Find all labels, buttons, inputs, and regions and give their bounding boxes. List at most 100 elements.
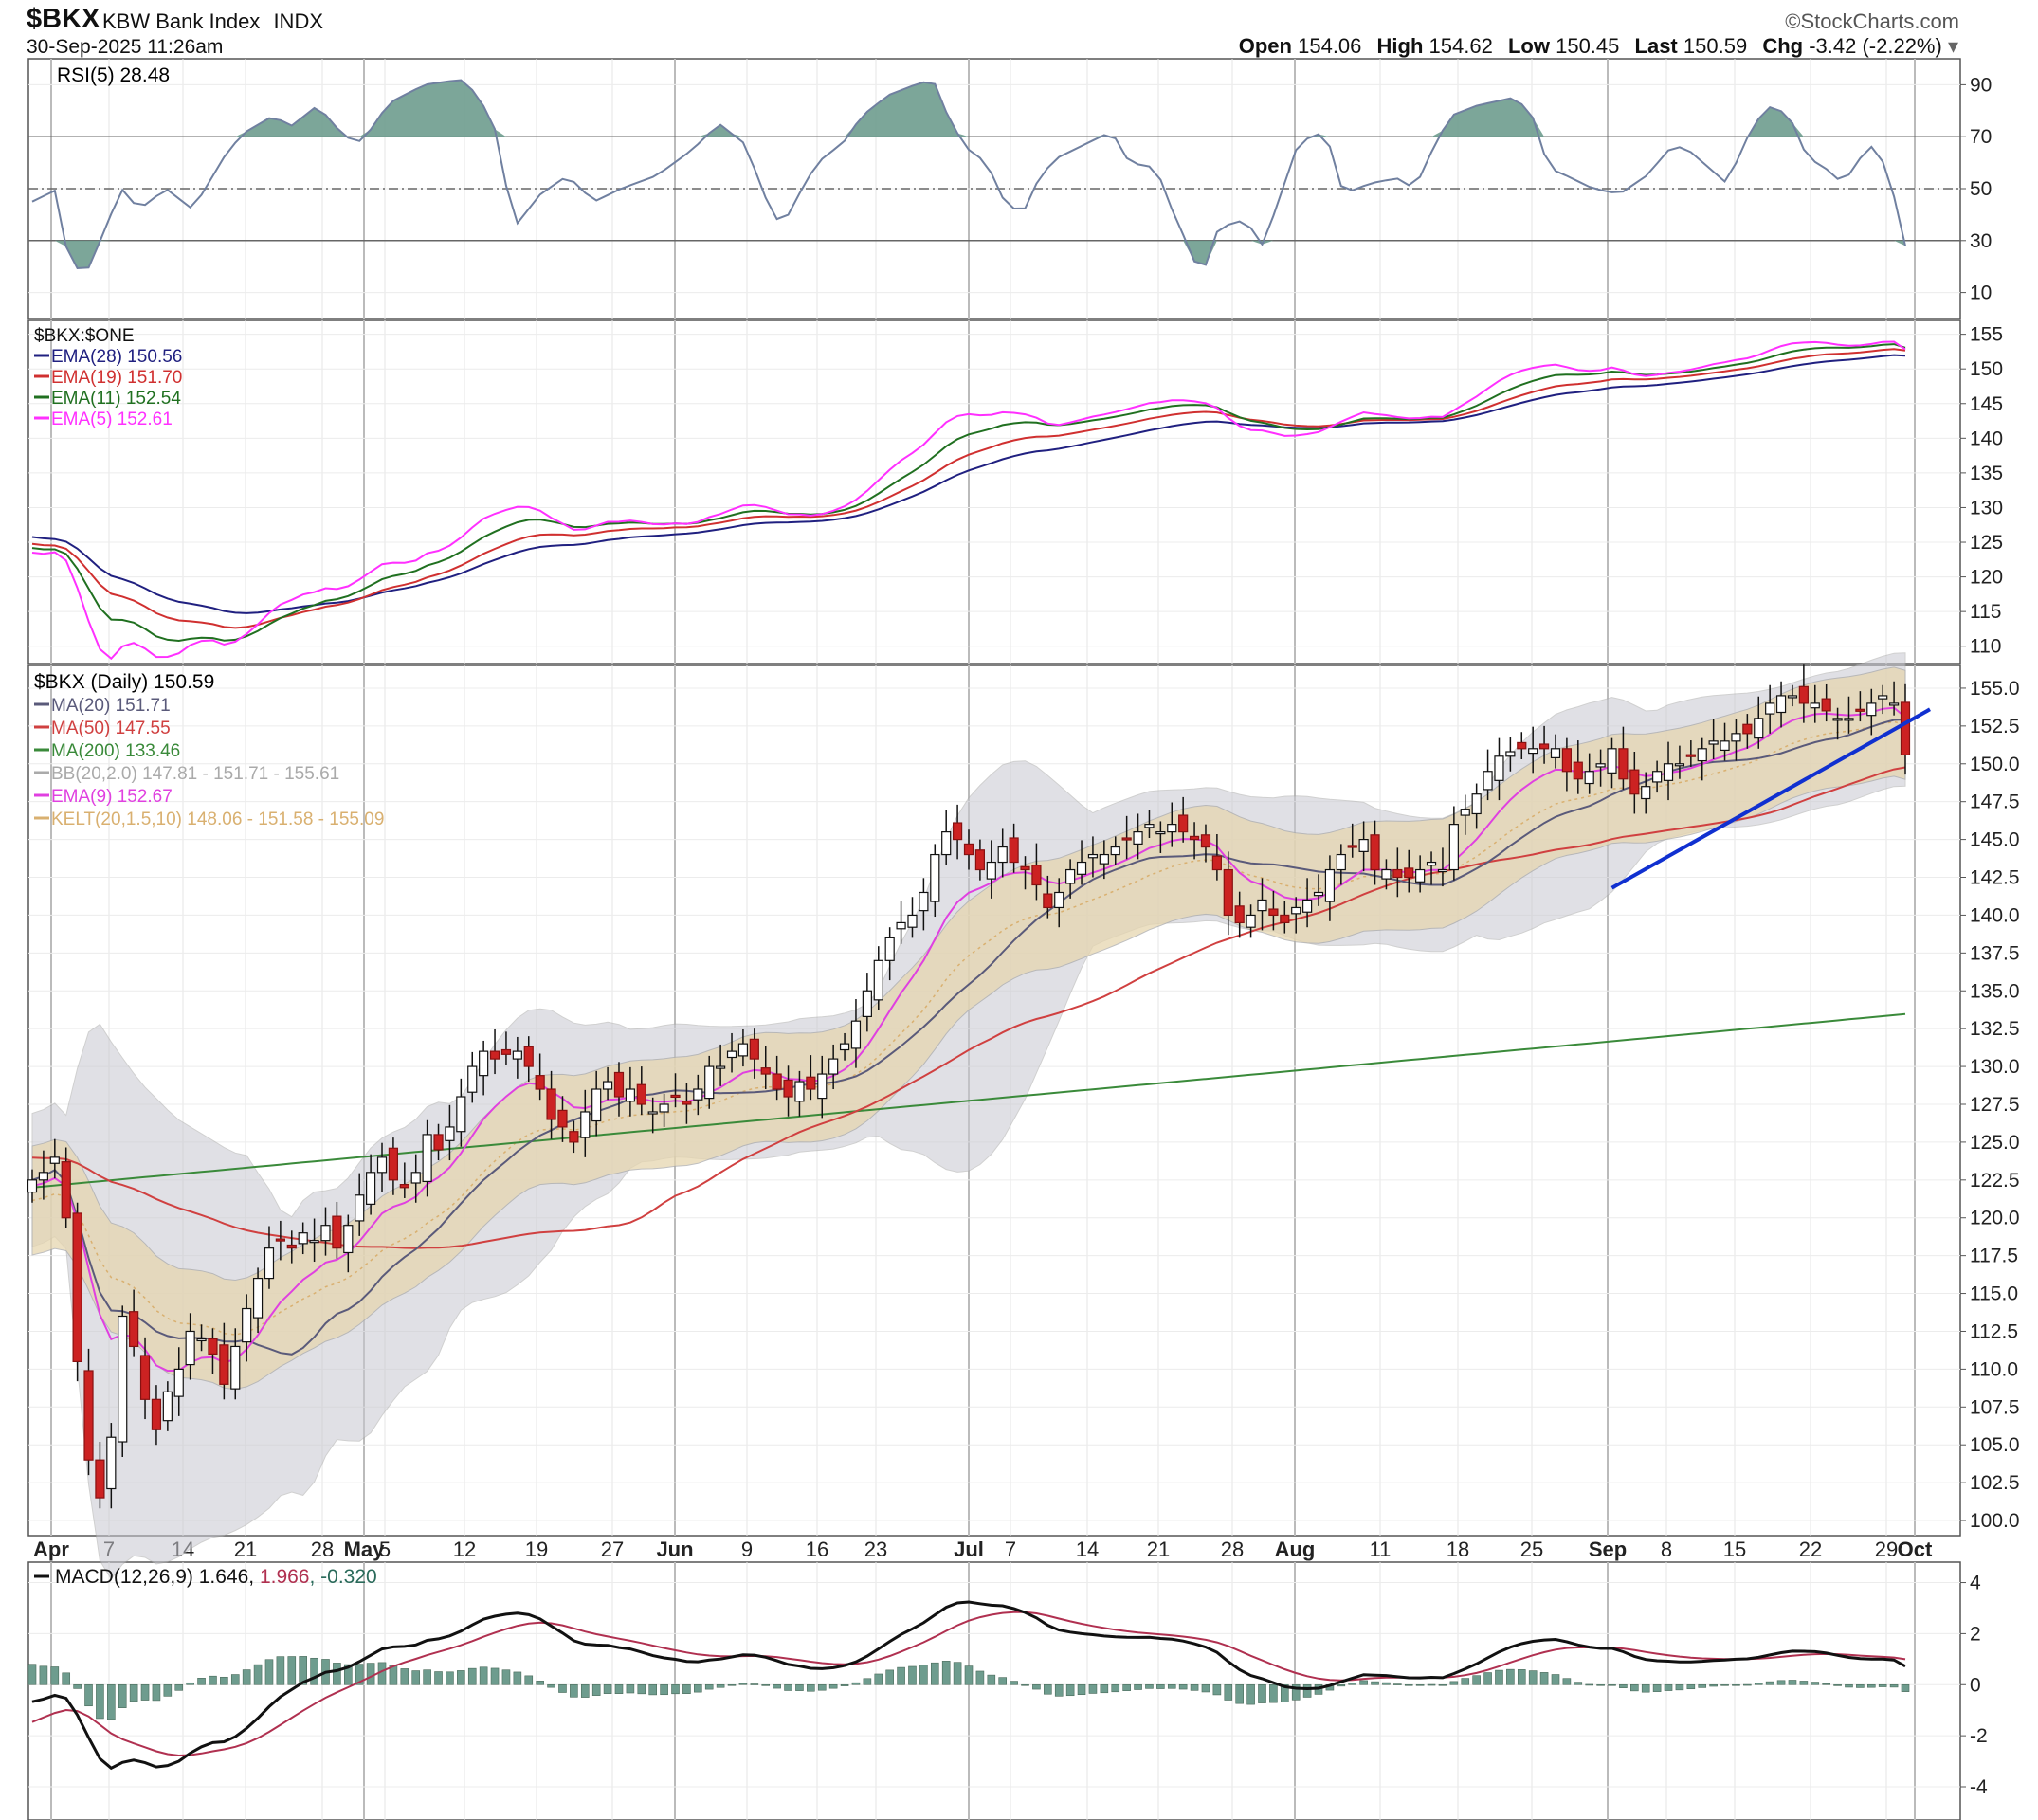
candle-up <box>941 831 952 856</box>
trendline <box>1610 707 1931 890</box>
macd-hist-bar <box>987 1674 996 1685</box>
candle-down <box>1392 868 1403 879</box>
price-legend-text: EMA(9) 152.67 <box>51 787 173 807</box>
macd-legend: MACD(12,26,9) 1.646, 1.966, -0.320 <box>55 1566 377 1588</box>
macd-hist-bar <box>1212 1684 1222 1696</box>
datetime-label: 30-Sep-2025 11:26am <box>27 36 224 58</box>
candle-up <box>1787 695 1798 699</box>
index-name-text: KBW Bank Index <box>102 9 261 33</box>
macd-hist-bar <box>795 1684 804 1691</box>
candle-down <box>332 1215 342 1249</box>
candle-down <box>1900 701 1911 755</box>
candle-up <box>467 1065 478 1093</box>
macd-hist-bar <box>276 1656 285 1685</box>
candle-up <box>1483 771 1493 791</box>
candle-up <box>1708 740 1719 745</box>
candle-down <box>1517 741 1527 750</box>
macd-hist-bar <box>919 1665 928 1685</box>
candle-down <box>1538 743 1550 750</box>
candle-down <box>151 1398 162 1430</box>
chg-dropdown-icon[interactable]: ▾ <box>1947 34 1958 58</box>
candle-down <box>613 1071 625 1098</box>
candle-up <box>1471 793 1482 815</box>
candle-up <box>726 1050 737 1059</box>
candle-down <box>1234 905 1245 924</box>
candle-down <box>388 1147 399 1181</box>
candle-down <box>275 1238 285 1242</box>
x-tick-label: 21 <box>234 1538 257 1561</box>
y-tick-label: 130 <box>1970 497 2003 519</box>
candle-down <box>569 1131 579 1143</box>
candle-up <box>1878 695 1888 700</box>
macd-hist-bar <box>333 1663 341 1685</box>
candle-up <box>264 1247 275 1280</box>
macd-hist-bar <box>784 1684 792 1691</box>
macd-hist-bar <box>242 1669 251 1685</box>
candle-down <box>963 843 974 856</box>
candle-up <box>1087 853 1099 859</box>
macd-hist-bar <box>1269 1684 1278 1703</box>
candle-up <box>242 1307 252 1343</box>
y-tick-label: 137.5 <box>1970 942 2020 964</box>
candle-down <box>1618 748 1629 780</box>
candle-up <box>1246 914 1256 928</box>
candle-down <box>1020 865 1030 871</box>
candle-down <box>1821 698 1831 712</box>
y-tick-label: -4 <box>1970 1776 1988 1798</box>
x-tick-label: 9 <box>741 1538 753 1561</box>
candle-up <box>1550 748 1561 758</box>
rsi-overbought-fill <box>32 80 1905 137</box>
macd-hist-bar <box>1302 1684 1312 1698</box>
ma20-line <box>31 719 1906 1356</box>
candle-down <box>1268 908 1279 917</box>
candle-up <box>366 1172 376 1205</box>
macd-hist-bar <box>1664 1684 1673 1691</box>
y-tick-label: 112.5 <box>1970 1320 2018 1342</box>
y-tick-label: 147.5 <box>1970 792 2020 813</box>
candle-up <box>1697 748 1707 762</box>
macd-hist-bar <box>140 1684 150 1701</box>
y-tick-label: 140.0 <box>1970 904 2020 926</box>
candle-up <box>162 1391 173 1422</box>
candle-up <box>659 1103 669 1113</box>
macd-hist-bar <box>761 1684 771 1686</box>
macd-hist-bar <box>355 1664 364 1685</box>
x-tick-label: 25 <box>1520 1538 1543 1561</box>
macd-hist-bar <box>62 1672 71 1685</box>
y-tick-label: 125.0 <box>1970 1132 2020 1154</box>
candle-down <box>1347 845 1357 848</box>
source-label[interactable]: ©StockCharts.com <box>1785 9 1959 33</box>
macd-hist-bar <box>1382 1682 1391 1685</box>
candle-up <box>479 1050 489 1077</box>
candle-down <box>1855 708 1865 712</box>
candle-up <box>106 1436 117 1490</box>
macd-hist-bar <box>1088 1684 1098 1694</box>
macd-hist-bar <box>1235 1684 1244 1704</box>
macd-hist-bar <box>1551 1674 1560 1685</box>
candle-down <box>557 1109 568 1128</box>
candle-up <box>422 1134 432 1183</box>
macd-hist-bar <box>186 1682 194 1685</box>
macd-hist-bar <box>84 1684 93 1707</box>
y-tick-label: 0 <box>1970 1674 1981 1696</box>
ma200-line <box>31 1012 1906 1189</box>
macd-hist-bar <box>1889 1684 1899 1688</box>
y-tick-label: 10 <box>1970 282 1992 304</box>
macd-hist-bar <box>908 1665 917 1685</box>
candle-up <box>839 1043 850 1051</box>
macd-hist-bar <box>828 1684 838 1689</box>
candle-down <box>1200 834 1211 848</box>
candle-up <box>580 1111 591 1138</box>
candle-up <box>1674 763 1685 767</box>
macd-hist-bar <box>118 1684 127 1708</box>
candle-up <box>1099 853 1109 864</box>
candle-up <box>196 1338 207 1342</box>
candle-down <box>682 1101 692 1105</box>
candle-down <box>83 1370 94 1461</box>
y-tick-label: 152.5 <box>1970 716 2020 737</box>
macd-hist-bar <box>389 1665 398 1685</box>
y-tick-label: 127.5 <box>1970 1094 2020 1116</box>
rsi-legend: RSI(5) 28.48 <box>57 64 170 86</box>
candle-down <box>1685 754 1696 757</box>
